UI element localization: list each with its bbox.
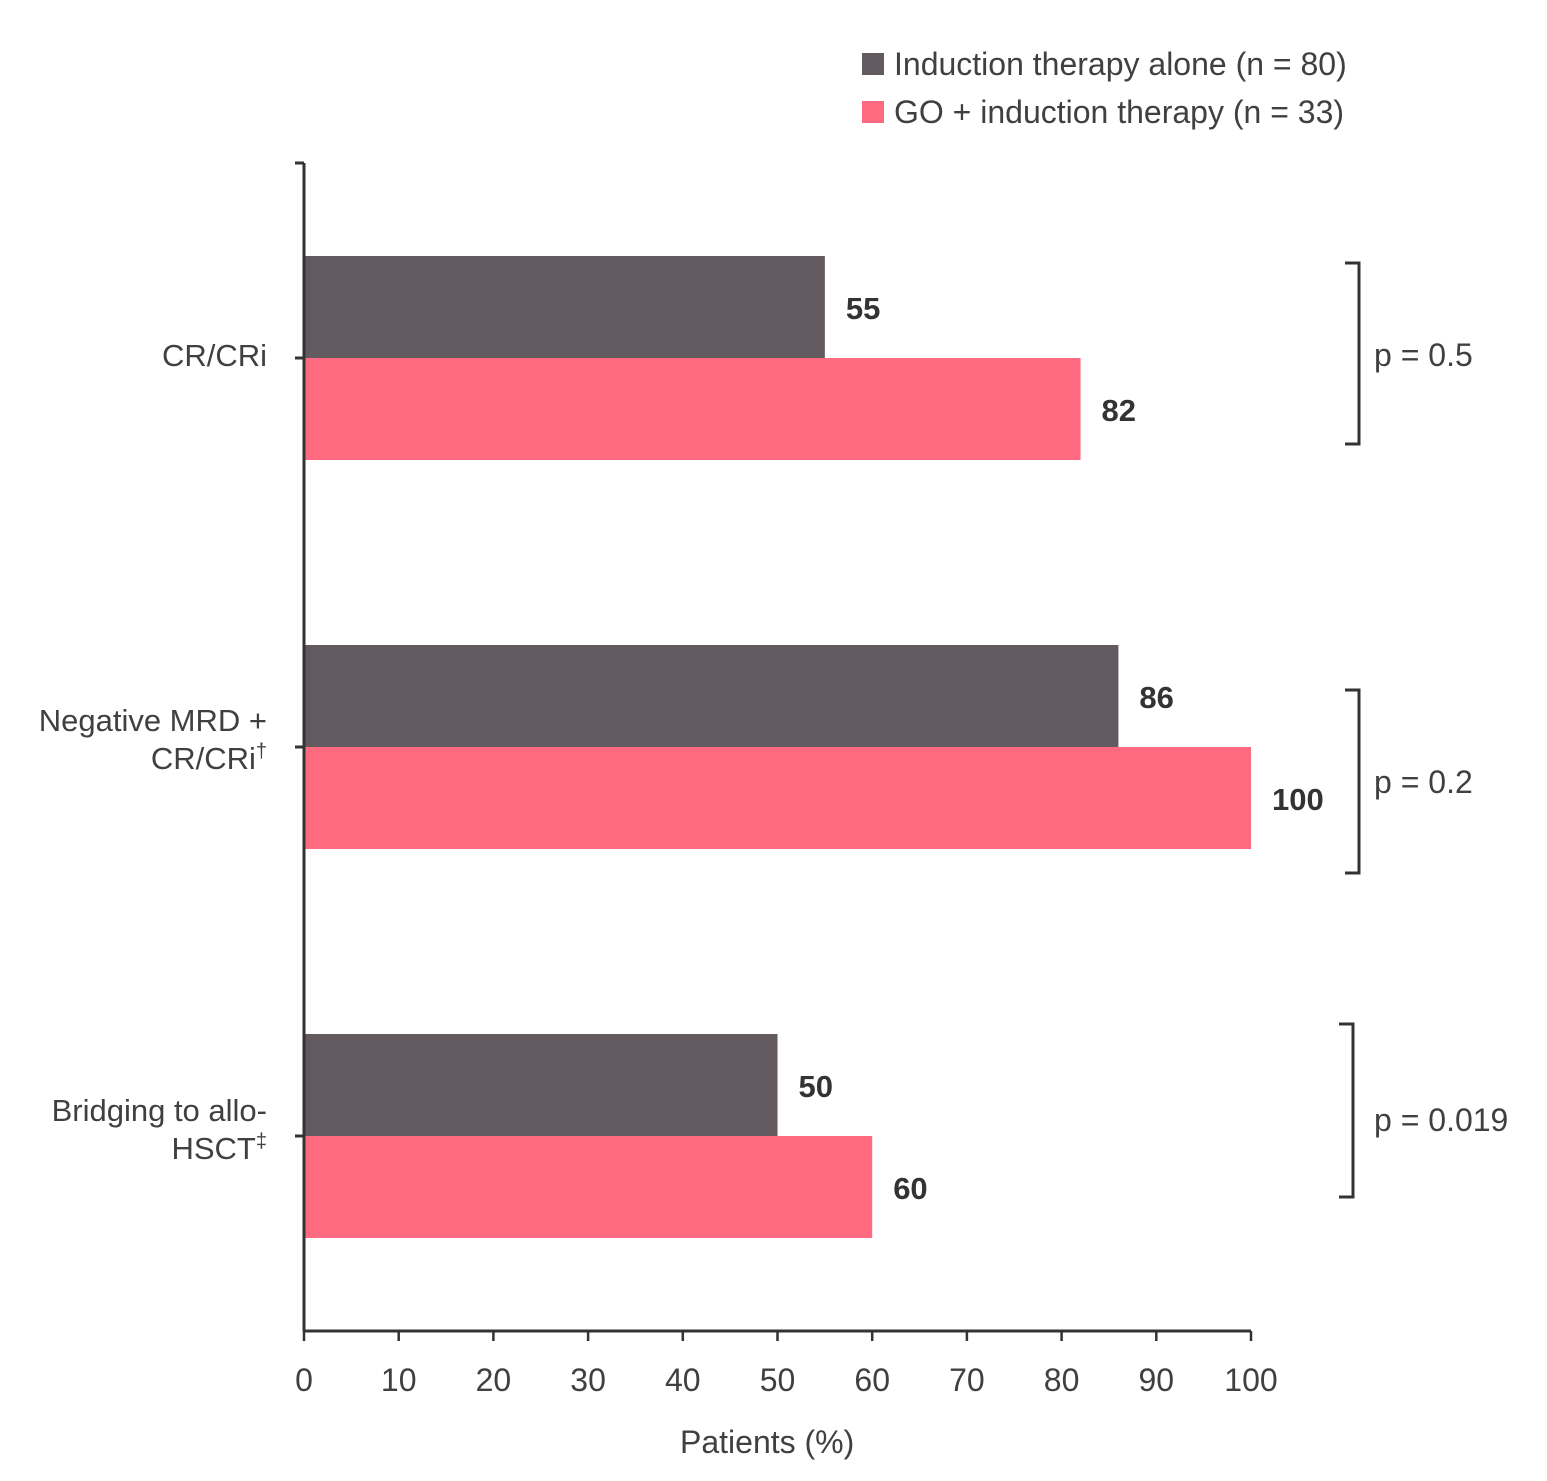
x-tick-label: 70: [949, 1362, 985, 1398]
legend-swatch-induction-alone: [862, 53, 884, 75]
x-tick-label: 10: [381, 1362, 417, 1398]
category-label-line2: HSCT: [171, 1131, 256, 1166]
bar-go-induction-2: [304, 1136, 873, 1238]
bar-induction-alone-0: [304, 256, 825, 358]
legend: Induction therapy alone (n = 80) GO + in…: [862, 40, 1347, 136]
data-label: 50: [799, 1069, 833, 1104]
x-tick-label: 50: [760, 1362, 796, 1398]
p-value-bridging: p = 0.019: [1374, 1102, 1509, 1138]
category-label-line1: CR/CRi: [161, 338, 267, 373]
x-tick-label: 90: [1139, 1362, 1175, 1398]
category-label-bridging: Bridging to allo- HSCT‡: [52, 1092, 267, 1168]
p-value-negative-mrd: p = 0.2: [1374, 764, 1473, 800]
bar-go-induction-0: [304, 358, 1081, 460]
data-label: 55: [846, 291, 880, 326]
category-label-footnote-mark: ‡: [255, 1130, 267, 1153]
x-tick-label: 100: [1224, 1362, 1277, 1398]
bar-go-induction-1: [304, 747, 1251, 849]
category-label-line1: Negative MRD +: [38, 703, 267, 738]
x-tick-label: 60: [854, 1362, 890, 1398]
legend-item-induction-alone: Induction therapy alone (n = 80): [862, 40, 1347, 88]
x-tick-label: 80: [1044, 1362, 1080, 1398]
data-label: 86: [1139, 680, 1173, 715]
x-axis-title: Patients (%): [680, 1424, 855, 1460]
data-label: 60: [893, 1171, 927, 1206]
legend-label-go-induction: GO + induction therapy (n = 33): [894, 93, 1345, 130]
p-value-cr-cri: p = 0.5: [1374, 337, 1473, 373]
legend-label-induction-alone: Induction therapy alone (n = 80): [894, 45, 1347, 82]
x-tick-label: 40: [665, 1362, 701, 1398]
category-label-negative-mrd: Negative MRD + CR/CRi†: [39, 702, 267, 778]
category-label-footnote-mark: †: [255, 740, 267, 763]
data-label: 82: [1102, 393, 1136, 428]
category-label-line1: Bridging to allo-: [51, 1093, 267, 1128]
x-tick-label: 0: [295, 1362, 313, 1398]
legend-item-go-induction: GO + induction therapy (n = 33): [862, 88, 1347, 136]
p-value-bracket: [1339, 1022, 1355, 1199]
category-label-line2: CR/CRi: [150, 741, 256, 776]
bar-induction-alone-2: [304, 1034, 778, 1136]
legend-swatch-go-induction: [862, 101, 884, 123]
p-value-bracket: [1345, 688, 1361, 875]
data-label: 100: [1272, 782, 1324, 817]
bar-induction-alone-1: [304, 645, 1119, 747]
x-tick-label: 30: [570, 1362, 606, 1398]
category-label-cr-cri: CR/CRi: [162, 337, 267, 375]
p-value-bracket: [1345, 261, 1361, 446]
x-tick-label: 20: [476, 1362, 512, 1398]
